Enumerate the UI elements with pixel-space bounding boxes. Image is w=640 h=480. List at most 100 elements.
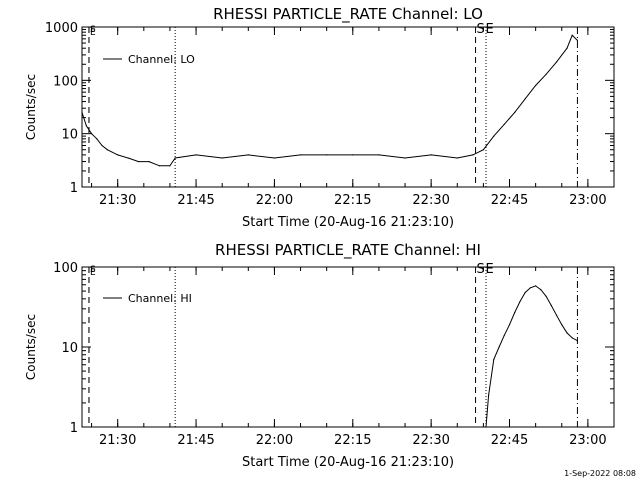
x-tick-label: 22:30: [412, 193, 449, 208]
event-marker-label: S: [477, 22, 485, 37]
data-point: [299, 154, 302, 156]
data-point: [488, 394, 490, 396]
y-tick-label: 100: [53, 261, 78, 276]
legend: Channel: LO: [103, 53, 195, 66]
chart-panel-hi: RHESSI PARTICLE_RATE Channel: HI Start T…: [24, 241, 615, 470]
data-point: [485, 426, 487, 428]
data-point: [273, 157, 275, 159]
chart-title: RHESSI PARTICLE_RATE Channel: HI: [215, 241, 481, 260]
data-point: [378, 154, 380, 156]
data-point: [138, 161, 140, 163]
data-point: [127, 157, 129, 159]
x-tick-label: 21:45: [177, 193, 214, 208]
data-point: [540, 289, 542, 291]
data-point: [174, 157, 176, 159]
event-marker-label: S: [90, 25, 96, 35]
event-marker-label: E: [90, 28, 96, 38]
data-point: [514, 111, 516, 113]
x-tick-label: 22:15: [334, 193, 371, 208]
data-point: [555, 314, 558, 316]
legend-label: Channel: LO: [128, 53, 195, 66]
data-point: [529, 287, 532, 289]
x-tick-label: 22:45: [491, 433, 528, 448]
data-point: [117, 154, 119, 156]
data-point: [535, 84, 537, 87]
x-tick-label: 23:00: [569, 193, 606, 208]
legend-label: Channel: HI: [128, 292, 192, 305]
chart-title: RHESSI PARTICLE_RATE Channel: LO: [213, 5, 483, 24]
data-point: [472, 154, 474, 156]
data-point: [247, 154, 249, 156]
y-tick-label: 100: [53, 74, 78, 89]
data-point: [498, 346, 500, 348]
data-point: [576, 39, 579, 42]
data-point: [326, 154, 328, 156]
plot-frame: [81, 266, 615, 428]
data-point: [566, 47, 568, 49]
x-tick-label: 23:00: [569, 433, 606, 448]
data-point: [430, 154, 432, 156]
x-tick-label: 22:15: [334, 433, 371, 448]
x-tick-label: 22:45: [491, 193, 528, 208]
y-axis-label: Counts/sec: [24, 314, 38, 380]
event-marker-label: E: [486, 22, 494, 37]
data-point: [571, 337, 573, 339]
x-tick-label: 21:45: [177, 433, 214, 448]
data-point: [550, 304, 552, 307]
data-point: [555, 61, 558, 63]
y-axis-label: Counts/sec: [24, 74, 38, 140]
series-line: [485, 285, 578, 428]
data-point: [561, 324, 563, 326]
plot-frame: [81, 26, 615, 188]
x-tick-label: 21:30: [99, 193, 136, 208]
event-marker-label: E: [486, 262, 494, 277]
event-marker-label: S: [477, 262, 485, 277]
y-tick-label: 1: [70, 421, 78, 436]
data-point: [81, 111, 83, 113]
data-point: [404, 157, 406, 159]
data-point: [148, 161, 150, 163]
data-point: [456, 157, 458, 159]
data-point: [195, 154, 197, 156]
data-point: [524, 291, 526, 294]
data-point: [493, 358, 495, 360]
y-tick-label: 1000: [45, 21, 78, 36]
data-point: [482, 149, 484, 151]
data-point: [169, 165, 171, 167]
data-point: [508, 324, 511, 326]
data-point: [566, 332, 568, 334]
legend: Channel: HI: [103, 292, 192, 305]
data-point: [493, 135, 495, 137]
x-tick-label: 22:00: [256, 433, 293, 448]
data-point: [503, 123, 505, 125]
data-point: [101, 144, 103, 147]
data-point: [519, 300, 521, 303]
x-tick-label: 22:30: [412, 433, 449, 448]
series-line: [81, 34, 578, 167]
data-point: [576, 340, 579, 342]
data-point: [503, 334, 505, 336]
event-marker-label: S: [90, 265, 96, 275]
y-tick-label: 10: [61, 341, 78, 356]
x-tick-label: 22:00: [256, 193, 293, 208]
y-tick-label: 1: [70, 181, 78, 196]
data-point: [91, 133, 93, 135]
data-point: [571, 34, 573, 36]
data-point: [221, 157, 223, 159]
data-point: [514, 311, 516, 314]
x-axis-label: Start Time (20-Aug-16 21:23:10): [242, 215, 454, 230]
y-tick-label: 10: [61, 128, 78, 143]
data-point: [545, 73, 547, 75]
x-axis-label: Start Time (20-Aug-16 21:23:10): [242, 455, 454, 470]
timestamp-footer: 1-Sep-2022 08:08: [564, 469, 636, 478]
x-tick-label: 21:30: [99, 433, 136, 448]
data-point: [158, 165, 161, 167]
event-marker-label: E: [90, 268, 96, 278]
data-point: [106, 149, 108, 151]
chart-panel-lo: RHESSI PARTICLE_RATE Channel: LO Start T…: [24, 5, 615, 230]
data-point: [535, 285, 537, 287]
data-point: [545, 295, 547, 297]
data-point: [524, 98, 526, 100]
data-point: [352, 154, 354, 156]
